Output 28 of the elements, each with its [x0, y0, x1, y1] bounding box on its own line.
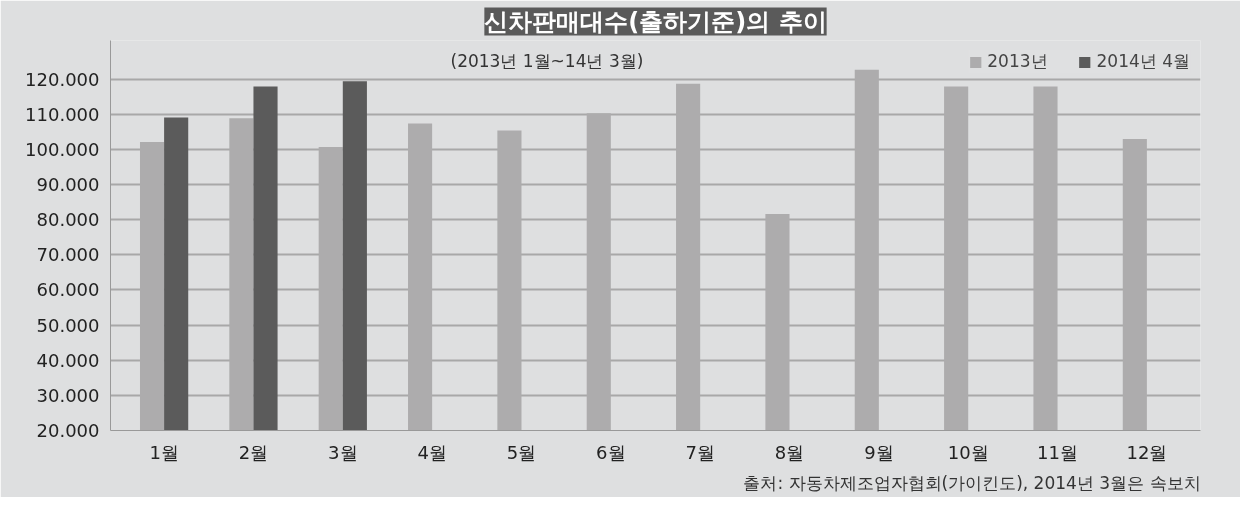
y-tick-label: 100.000 — [25, 138, 100, 160]
legend-label: 2013년 — [987, 50, 1048, 73]
x-tick-label: 12월 — [1126, 441, 1168, 463]
x-tick-label: 3월 — [328, 441, 358, 463]
x-tick-label: 7월 — [685, 441, 715, 463]
y-tick-label: 70.000 — [36, 244, 100, 266]
text: (2013년 1월~14년 3월) — [450, 50, 644, 71]
x-tick-label: 2월 — [238, 441, 269, 463]
x-tick-label: 11월 — [1037, 441, 1078, 463]
x-tick-label: 9월 — [864, 441, 894, 463]
y-tick-label: 30.000 — [36, 384, 100, 406]
y-tick-label: 120.000 — [25, 68, 100, 90]
x-tick-label: 4월 — [417, 441, 447, 463]
legend-label: 2014년 4월 — [1096, 50, 1190, 73]
x-tick-label: 6월 — [596, 441, 626, 463]
y-tick-label: 20.000 — [36, 420, 100, 441]
y-tick-label: 110.000 — [25, 103, 100, 125]
y-tick-label: 50.000 — [36, 314, 100, 336]
y-tick-label: 80.000 — [36, 209, 100, 231]
x-tick-label: 8월 — [774, 441, 805, 463]
x-tick-label: 10월 — [947, 441, 989, 463]
source-note: 출처: 자동차제조업자협회(가이킨도), 2014년 3월은 속보치 — [743, 472, 1201, 493]
y-tick-label: 90.000 — [36, 174, 100, 196]
chart-title: 신차판매대수(출하기준)의 추이 — [484, 7, 827, 36]
x-tick-label: 1월 — [149, 441, 179, 463]
y-tick-label: 40.000 — [36, 349, 100, 371]
x-tick-label: 5월 — [506, 441, 537, 463]
y-tick-label: 60.000 — [36, 279, 100, 301]
